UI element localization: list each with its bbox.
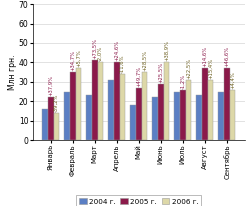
Bar bbox=[42, 109, 48, 140]
Bar bbox=[136, 88, 141, 140]
Bar bbox=[218, 91, 224, 140]
Bar bbox=[174, 91, 180, 140]
Bar bbox=[158, 84, 164, 140]
Y-axis label: Млн грн.: Млн грн. bbox=[8, 54, 17, 90]
Bar bbox=[92, 60, 98, 140]
Bar bbox=[196, 95, 202, 140]
Bar bbox=[142, 72, 147, 140]
Bar bbox=[98, 62, 103, 140]
Text: +24,6%: +24,6% bbox=[114, 40, 119, 61]
Text: +46,6%: +46,6% bbox=[224, 46, 229, 67]
Bar bbox=[70, 72, 75, 140]
Bar bbox=[54, 113, 59, 140]
Bar bbox=[230, 90, 235, 140]
Bar bbox=[48, 97, 54, 140]
Text: +28,5%: +28,5% bbox=[142, 50, 147, 71]
Bar bbox=[180, 90, 186, 140]
Text: -2,0%: -2,0% bbox=[98, 46, 103, 61]
Bar bbox=[208, 80, 213, 140]
Text: +25,5%: +25,5% bbox=[158, 62, 163, 83]
Bar bbox=[186, 80, 191, 140]
Bar bbox=[130, 105, 136, 140]
Text: +38,9%: +38,9% bbox=[164, 40, 169, 61]
Bar bbox=[202, 68, 207, 140]
Bar bbox=[152, 97, 158, 140]
Bar bbox=[114, 62, 119, 140]
Bar bbox=[120, 74, 125, 140]
Text: +15,4%: +15,4% bbox=[208, 58, 213, 79]
Text: +49,7%: +49,7% bbox=[136, 66, 141, 87]
Bar bbox=[64, 91, 70, 140]
Text: -1,2%: -1,2% bbox=[180, 74, 185, 89]
Legend: 2004 г., 2005 г., 2006 г.: 2004 г., 2005 г., 2006 г. bbox=[76, 195, 201, 206]
Text: +22,5%: +22,5% bbox=[186, 58, 191, 79]
Bar bbox=[164, 62, 169, 140]
Bar bbox=[224, 68, 230, 140]
Bar bbox=[108, 80, 114, 140]
Text: +37,9%: +37,9% bbox=[48, 75, 53, 96]
Text: +34,7%: +34,7% bbox=[70, 50, 75, 71]
Text: -39,2%: -39,2% bbox=[54, 94, 59, 112]
Bar bbox=[86, 95, 92, 140]
Text: +14,6%: +14,6% bbox=[202, 46, 207, 67]
Bar bbox=[76, 68, 81, 140]
Text: +5,7%: +5,7% bbox=[76, 49, 81, 67]
Text: +73,5%: +73,5% bbox=[92, 39, 97, 60]
Text: -11,6%: -11,6% bbox=[120, 55, 125, 73]
Text: +4,4%: +4,4% bbox=[230, 71, 235, 89]
